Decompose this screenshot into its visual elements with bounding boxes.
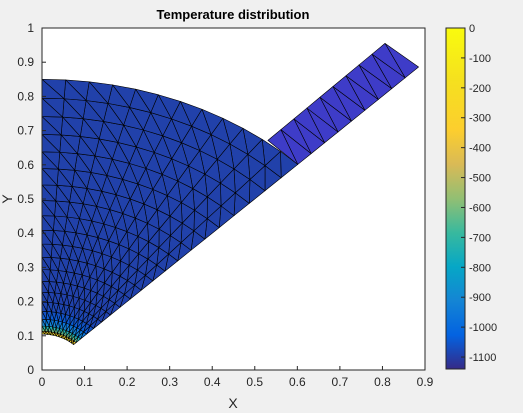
colorbar-tick-label: -1100 [469, 352, 496, 364]
y-tick-label: 0.9 [17, 55, 34, 69]
x-tick-label: 0.8 [374, 375, 391, 389]
colorbar-ticks: 0 -100 -200 -300 -400 -500 -600 -700 -800 -900 -10… [461, 23, 497, 364]
y-ticks: 0 0.1 0.2 0.3 0.4 0.5 0.6 0.7 0.8 0.9 1 [17, 21, 46, 377]
x-tick-label: 0 [39, 375, 46, 389]
mesh-element [42, 116, 62, 136]
colorbar-tick-label: -800 [469, 262, 491, 274]
mesh-element [42, 269, 50, 282]
colorbar-tick-label: -900 [469, 292, 491, 304]
mesh-element [42, 200, 55, 217]
chart-title: Temperature distribution [157, 7, 310, 22]
x-tick-label: 0.4 [204, 375, 221, 389]
mesh-element [42, 301, 48, 312]
colorbar-tick-label: -700 [469, 232, 491, 244]
arm-mesh-element [319, 86, 352, 122]
mesh-element [42, 318, 46, 327]
colorbar-tick-label: 0 [469, 23, 475, 35]
y-tick-label: 0.4 [17, 226, 34, 240]
mesh-element [42, 243, 52, 258]
colorbar-gradient [445, 27, 466, 370]
y-tick-label: 0.7 [17, 124, 34, 138]
mesh-element [42, 281, 49, 293]
y-tick-label: 1 [27, 21, 34, 35]
arm-mesh-element [358, 53, 393, 89]
mesh-element [42, 79, 65, 100]
mesh-element [42, 291, 48, 303]
x-tick-label: 0.7 [332, 375, 349, 389]
arm-mesh-element [345, 64, 379, 100]
mesh-element [42, 184, 57, 202]
x-axis-label: X [228, 395, 238, 411]
arm-mesh-element [267, 129, 299, 165]
colorbar-tick-label: -300 [469, 113, 491, 125]
y-axis-label: Y [0, 194, 15, 204]
mesh-element [42, 215, 54, 231]
x-tick-label: 0.5 [246, 375, 263, 389]
mesh-element [42, 256, 51, 271]
x-tick-label: 0.6 [289, 375, 306, 389]
x-tick-label: 0.3 [161, 375, 178, 389]
arm-mesh-element [371, 43, 406, 79]
colorbar [445, 27, 466, 370]
mesh-element [42, 97, 63, 118]
arm-mesh-element [332, 75, 366, 111]
mesh-element [42, 325, 46, 332]
x-ticks: 0 0.1 0.2 0.3 0.4 0.5 0.6 0.7 0.8 0.9 [39, 366, 434, 389]
y-tick-label: 0.5 [17, 192, 34, 206]
arm-mesh-element [280, 118, 312, 154]
colorbar-tick-label: -500 [469, 173, 491, 185]
y-tick-label: 0.2 [17, 295, 34, 309]
colorbar-tick-label: -200 [469, 83, 491, 95]
mesh-element [42, 151, 59, 170]
y-tick-label: 0.8 [17, 89, 34, 103]
x-tick-label: 0.9 [417, 375, 434, 389]
x-tick-label: 0.2 [119, 375, 136, 389]
colorbar-tick-label: -400 [469, 143, 491, 155]
mesh-element [42, 311, 47, 320]
y-tick-label: 0.1 [17, 329, 34, 343]
y-tick-label: 0.6 [17, 158, 34, 172]
mesh-element [42, 168, 58, 186]
colorbar-tick-label: -100 [469, 53, 491, 65]
arm-mesh-element [306, 96, 339, 133]
colorbar-tick-label: -1000 [469, 322, 497, 334]
colorbar-tick-label: -600 [469, 202, 491, 214]
mesh-element [42, 134, 61, 153]
arm-mesh-element [293, 107, 325, 144]
y-tick-label: 0.3 [17, 260, 34, 274]
mesh-element [42, 330, 46, 335]
x-tick-label: 0.1 [76, 375, 93, 389]
mesh [42, 43, 419, 345]
y-tick-label: 0 [27, 363, 34, 377]
